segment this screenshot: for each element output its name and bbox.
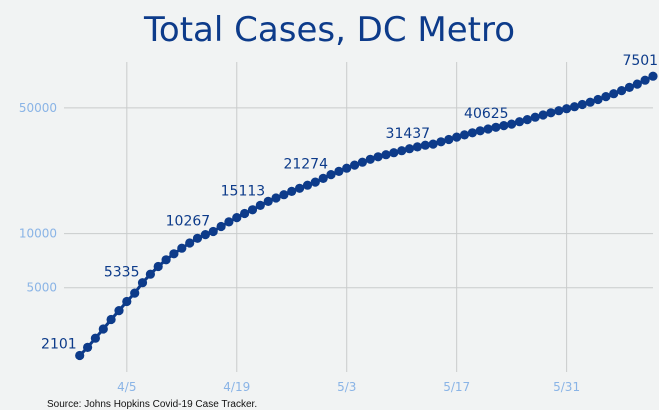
- data-point: [491, 122, 501, 132]
- data-label: 5335: [104, 265, 140, 281]
- x-tick-label: 4/19: [223, 380, 250, 394]
- data-point: [428, 139, 438, 149]
- data-point: [452, 132, 462, 142]
- data-point: [577, 99, 587, 110]
- y-tick-label: 50000: [19, 101, 57, 115]
- data-point: [585, 97, 595, 107]
- y-tick-label: 10000: [19, 227, 57, 241]
- chart-source: Source: Johns Hopkins Covid-19 Case Trac…: [47, 399, 258, 410]
- data-point: [302, 180, 313, 190]
- data-point: [106, 314, 116, 325]
- data-point: [83, 342, 93, 352]
- data-point: [640, 75, 650, 85]
- y-tick-label: 5000: [26, 281, 57, 295]
- data-point: [530, 112, 540, 122]
- data-label: 2101: [41, 337, 77, 353]
- data-point: [350, 160, 360, 170]
- data-point: [326, 170, 336, 180]
- data-point: [255, 200, 265, 210]
- data-point: [546, 108, 556, 118]
- chart-title: Total Cases, DC Metro: [143, 10, 516, 50]
- data-point: [554, 106, 564, 116]
- data-point: [342, 163, 352, 173]
- data-point: [98, 324, 108, 334]
- data-point: [240, 208, 250, 219]
- data-point: [562, 104, 572, 114]
- data-point: [569, 102, 580, 112]
- data-point: [200, 230, 210, 240]
- data-point: [381, 150, 391, 160]
- data-point: [514, 117, 525, 127]
- data-point: [247, 205, 258, 215]
- data-point: [177, 243, 187, 253]
- data-point: [444, 134, 454, 145]
- data-point: [287, 186, 297, 196]
- data-point: [617, 86, 627, 96]
- data-point: [593, 94, 603, 105]
- data-label: 75010: [622, 53, 659, 69]
- data-point: [263, 196, 273, 206]
- x-tick-label: 5/31: [553, 380, 580, 394]
- data-point: [436, 137, 446, 147]
- data-point: [130, 288, 140, 298]
- data-point: [169, 249, 179, 259]
- data-point: [232, 213, 242, 223]
- data-point: [185, 238, 195, 248]
- data-point: [192, 233, 203, 243]
- data-point: [114, 306, 124, 316]
- data-point: [122, 296, 132, 307]
- x-tick-label: 5/3: [337, 380, 356, 394]
- data-point: [153, 261, 163, 272]
- data-point: [609, 89, 619, 99]
- data-point: [90, 333, 100, 343]
- data-point: [295, 183, 305, 193]
- data-point: [483, 124, 493, 134]
- data-point: [475, 126, 485, 136]
- data-point: [420, 140, 430, 150]
- data-label: 31437: [386, 126, 431, 142]
- data-point: [224, 217, 234, 227]
- data-point: [648, 71, 658, 81]
- data-point: [404, 144, 415, 154]
- x-tick-label: 5/17: [443, 380, 470, 394]
- data-point: [632, 79, 642, 89]
- data-point: [318, 173, 328, 183]
- data-point: [538, 110, 548, 120]
- data-point: [216, 221, 226, 232]
- data-point: [397, 146, 407, 156]
- data-point: [522, 115, 532, 125]
- data-point: [271, 193, 281, 203]
- data-point: [310, 177, 320, 187]
- data-point: [412, 142, 422, 152]
- data-point: [601, 92, 611, 102]
- data-point: [459, 130, 470, 140]
- data-point: [137, 278, 148, 288]
- data-point: [334, 166, 344, 176]
- data-point: [373, 152, 383, 162]
- data-point: [624, 82, 635, 92]
- data-point: [161, 255, 171, 265]
- data-point: [279, 190, 289, 200]
- data-point: [208, 226, 218, 237]
- data-point: [467, 128, 477, 138]
- data-label: 10267: [166, 214, 211, 230]
- data-point: [357, 157, 367, 167]
- data-label: 21274: [283, 157, 328, 173]
- data-label: 40625: [464, 106, 509, 122]
- data-point: [389, 148, 399, 158]
- data-point: [507, 119, 517, 129]
- data-point: [75, 350, 85, 361]
- data-label: 15113: [221, 183, 266, 199]
- data-point: [499, 121, 509, 131]
- data-point: [145, 269, 155, 279]
- data-point: [365, 154, 375, 164]
- x-tick-label: 4/5: [117, 380, 136, 394]
